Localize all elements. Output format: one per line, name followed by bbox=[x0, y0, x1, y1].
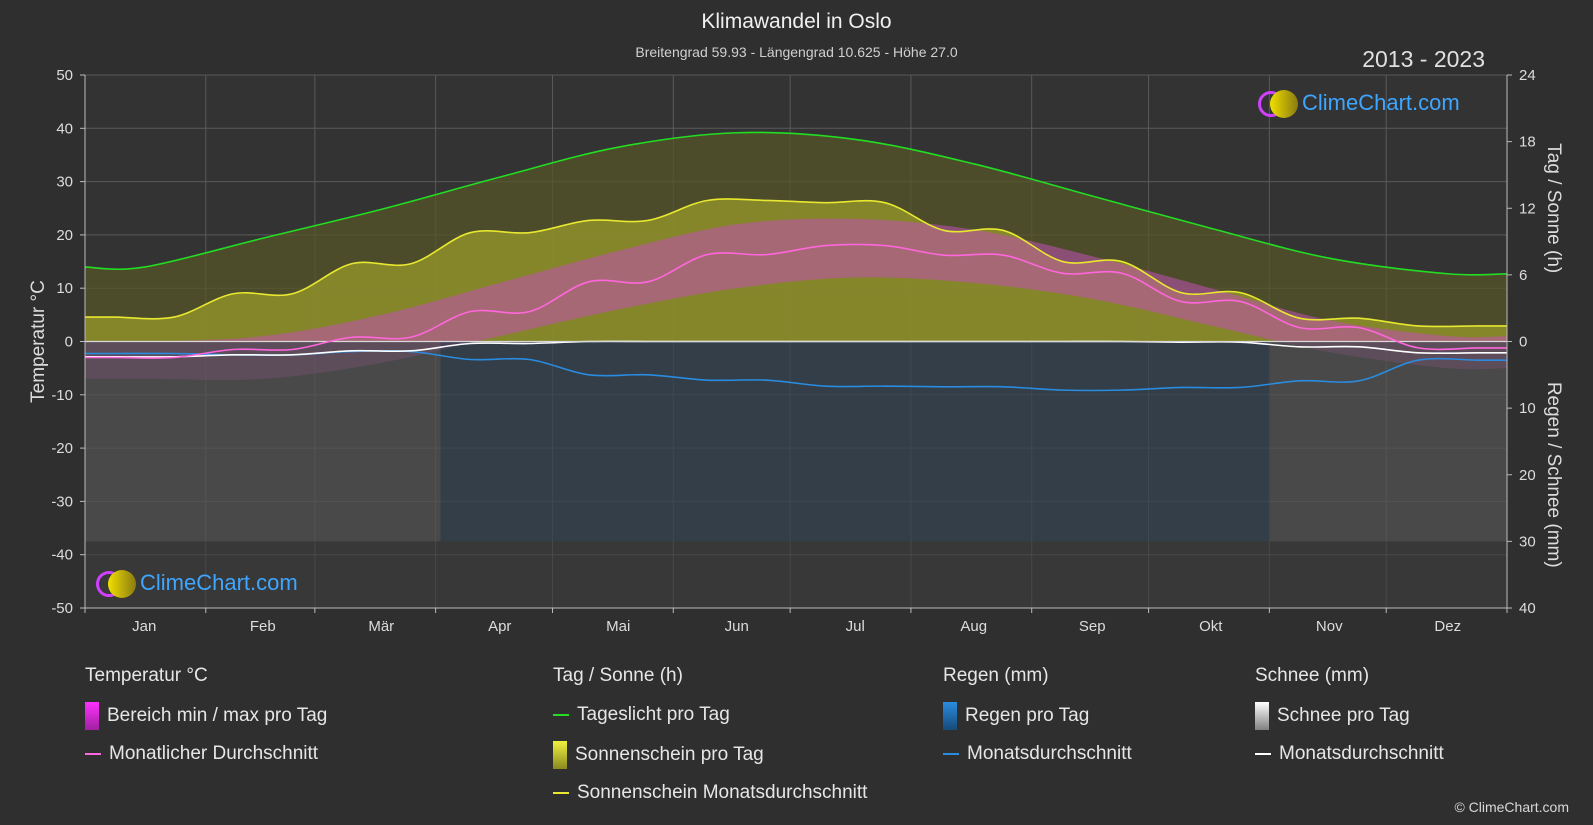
tick-label-left: 40 bbox=[56, 120, 73, 137]
month-label: Jun bbox=[725, 618, 749, 635]
legend-sun-avg-label: Sonnenschein Monatsdurchschnitt bbox=[577, 782, 868, 803]
precip-month-column bbox=[203, 341, 322, 542]
legend-sunshine: Sonnenschein pro Tag bbox=[553, 741, 764, 769]
tick-label-right-top: 18 bbox=[1519, 134, 1536, 151]
month-label: Feb bbox=[250, 618, 276, 635]
tick-label-left: -20 bbox=[51, 440, 73, 457]
logo-text: ClimeChart.com bbox=[1302, 90, 1460, 115]
sunshine-swatch bbox=[553, 741, 567, 769]
tick-label-left: 50 bbox=[56, 67, 73, 84]
precip-month-column bbox=[85, 341, 204, 542]
logo-top[interactable]: ClimeChart.com bbox=[1258, 90, 1460, 119]
month-label: Dez bbox=[1434, 618, 1461, 635]
tick-label-left: -30 bbox=[51, 493, 73, 510]
daylight-swatch bbox=[553, 713, 569, 716]
tick-label-left: 0 bbox=[65, 334, 73, 351]
legend-sun-avg: Sonnenschein Monatsdurchschnitt bbox=[553, 780, 867, 806]
temp-range-swatch bbox=[85, 702, 99, 730]
legend-snow-avg-label: Monatsdurchschnitt bbox=[1279, 743, 1444, 764]
tick-label-right-bottom: 40 bbox=[1519, 600, 1536, 617]
precip-month-column bbox=[559, 341, 678, 542]
legend-temperature-heading: Temperatur °C bbox=[85, 665, 208, 686]
temp-avg-swatch bbox=[85, 752, 101, 755]
daylight-line bbox=[84, 131, 1508, 276]
rain-swatch bbox=[943, 702, 957, 730]
tick-label-right-top: 12 bbox=[1519, 200, 1536, 217]
legend-rain-day: Regen pro Tag bbox=[943, 702, 1090, 730]
precip-month-column bbox=[677, 341, 796, 542]
month-label: Apr bbox=[488, 618, 511, 635]
logo-sun-icon bbox=[108, 570, 136, 599]
legend-snow-avg: Monatsdurchschnitt bbox=[1255, 741, 1444, 767]
legend-daylight-label: Tageslicht pro Tag bbox=[577, 704, 730, 725]
month-label: Okt bbox=[1199, 618, 1223, 635]
tick-label-left: -10 bbox=[51, 387, 73, 404]
legend-snow-day: Schnee pro Tag bbox=[1255, 702, 1410, 730]
logo-sun-icon bbox=[1270, 90, 1298, 119]
sun-avg-swatch bbox=[553, 791, 569, 794]
precip-month-column bbox=[1270, 341, 1389, 542]
precip-month-column bbox=[1151, 341, 1270, 542]
chart-title: Klimawandel in Oslo bbox=[701, 10, 892, 33]
month-label: Jul bbox=[846, 618, 865, 635]
y-axis-label-right-top: Tag / Sonne (h) bbox=[1543, 143, 1564, 273]
month-label: Nov bbox=[1316, 618, 1343, 635]
legend-rain-avg: Monatsdurchschnitt bbox=[943, 741, 1132, 767]
legend-temp-range: Bereich min / max pro Tag bbox=[85, 702, 328, 730]
precip-month-column bbox=[440, 341, 559, 542]
legend-rain-avg-label: Monatsdurchschnitt bbox=[967, 743, 1132, 764]
logo-bottom[interactable]: ClimeChart.com bbox=[96, 570, 298, 599]
tick-label-right-top: 0 bbox=[1519, 334, 1527, 351]
legend-sunshine-label: Sonnenschein pro Tag bbox=[575, 744, 764, 766]
precip-month-column bbox=[322, 341, 441, 542]
logo-text: ClimeChart.com bbox=[140, 570, 298, 595]
y-axis-label-right-bottom: Regen / Schnee (mm) bbox=[1543, 382, 1564, 568]
legend-snow-day-label: Schnee pro Tag bbox=[1277, 705, 1410, 727]
tick-label-right-top: 24 bbox=[1519, 67, 1536, 84]
precip-month-column bbox=[796, 341, 915, 542]
tick-label-left: 20 bbox=[56, 227, 73, 244]
month-label: Sep bbox=[1079, 618, 1106, 635]
temp-range-band bbox=[85, 218, 1507, 380]
tick-label-right-bottom: 30 bbox=[1519, 533, 1536, 550]
month-label: Mär bbox=[368, 618, 394, 635]
legend-rain-heading: Regen (mm) bbox=[943, 665, 1049, 686]
month-label: Jan bbox=[132, 618, 156, 635]
precip-background bbox=[85, 341, 1507, 608]
snow-swatch bbox=[1255, 702, 1269, 730]
tick-label-left: 10 bbox=[56, 280, 73, 297]
month-label: Mai bbox=[606, 618, 630, 635]
legend-snow-heading: Schnee (mm) bbox=[1255, 665, 1370, 686]
sunshine-avg-line bbox=[85, 198, 1507, 328]
legend-temp-avg-label: Monatlicher Durchschnitt bbox=[109, 743, 319, 764]
legend-rain-day-label: Regen pro Tag bbox=[965, 705, 1090, 727]
tick-label-left: -50 bbox=[51, 600, 73, 617]
temp-avg-line bbox=[85, 243, 1507, 359]
snow-avg-swatch bbox=[1255, 752, 1271, 755]
tick-label-left: -40 bbox=[51, 547, 73, 564]
rain-avg-swatch bbox=[943, 752, 959, 755]
tick-label-right-top: 6 bbox=[1519, 267, 1527, 284]
precip-month-column bbox=[1388, 341, 1507, 542]
legend-sun-heading: Tag / Sonne (h) bbox=[553, 665, 683, 686]
precip-month-column bbox=[914, 341, 1033, 542]
chart-subtitle: Breitengrad 59.93 - Längengrad 10.625 - … bbox=[635, 44, 958, 60]
legend-temp-avg: Monatlicher Durchschnitt bbox=[85, 741, 318, 767]
legend-temp-range-label: Bereich min / max pro Tag bbox=[107, 705, 328, 727]
tick-label-right-bottom: 20 bbox=[1519, 467, 1536, 484]
precip-month-column bbox=[1033, 341, 1152, 542]
tick-label-right-bottom: 10 bbox=[1519, 400, 1536, 417]
legend-daylight: Tageslicht pro Tag bbox=[553, 702, 730, 728]
tick-label-left: 30 bbox=[56, 174, 73, 191]
year-range: 2013 - 2023 bbox=[1362, 46, 1485, 72]
month-label: Aug bbox=[960, 618, 987, 635]
copyright: © ClimeChart.com bbox=[1454, 799, 1569, 815]
y-axis-label-left: Temperatur °C bbox=[28, 280, 49, 403]
